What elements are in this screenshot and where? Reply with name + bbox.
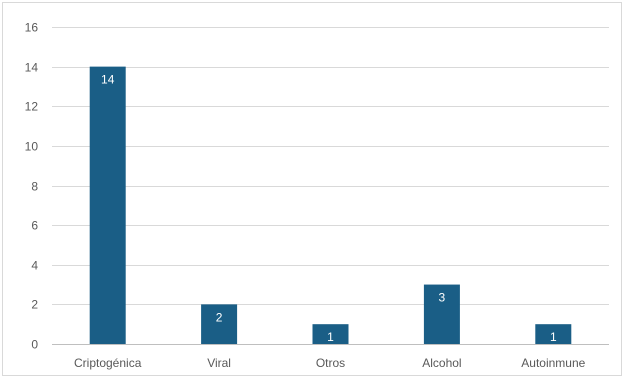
y-tick-label: 6: [31, 219, 38, 233]
y-tick-label: 12: [25, 100, 39, 114]
y-tick-label: 2: [31, 298, 38, 312]
y-tick-label: 14: [25, 61, 39, 75]
y-tick-label: 0: [31, 338, 38, 352]
data-label: 1: [550, 330, 557, 344]
x-tick-label: Otros: [316, 356, 345, 370]
x-tick-label: Criptogénica: [74, 356, 142, 370]
data-label: 14: [101, 73, 115, 87]
data-label: 1: [327, 330, 334, 344]
gridlines: [52, 27, 609, 345]
x-tick-label: Viral: [207, 356, 231, 370]
x-axis-ticks: Criptogénica Viral Otros Alcohol Autoinmune: [74, 356, 586, 370]
y-tick-label: 16: [25, 21, 39, 35]
y-axis-ticks: 0 2 4 6 8 10 12 14 16: [25, 21, 39, 352]
x-tick-label: Autoinmune: [521, 356, 585, 370]
bar-criptogénica: [89, 66, 126, 344]
bars: 14 2 1 3 1: [89, 66, 572, 344]
y-tick-label: 4: [31, 259, 38, 273]
bar-viral: [201, 304, 238, 344]
data-label: 2: [216, 310, 223, 324]
bar-autoinmune: [535, 324, 572, 344]
y-tick-label: 10: [25, 140, 39, 154]
bar-alcohol: [423, 284, 460, 344]
data-label: 3: [439, 291, 446, 305]
y-tick-label: 8: [31, 180, 38, 194]
x-tick-label: Alcohol: [422, 356, 461, 370]
bar-otros: [312, 324, 349, 344]
